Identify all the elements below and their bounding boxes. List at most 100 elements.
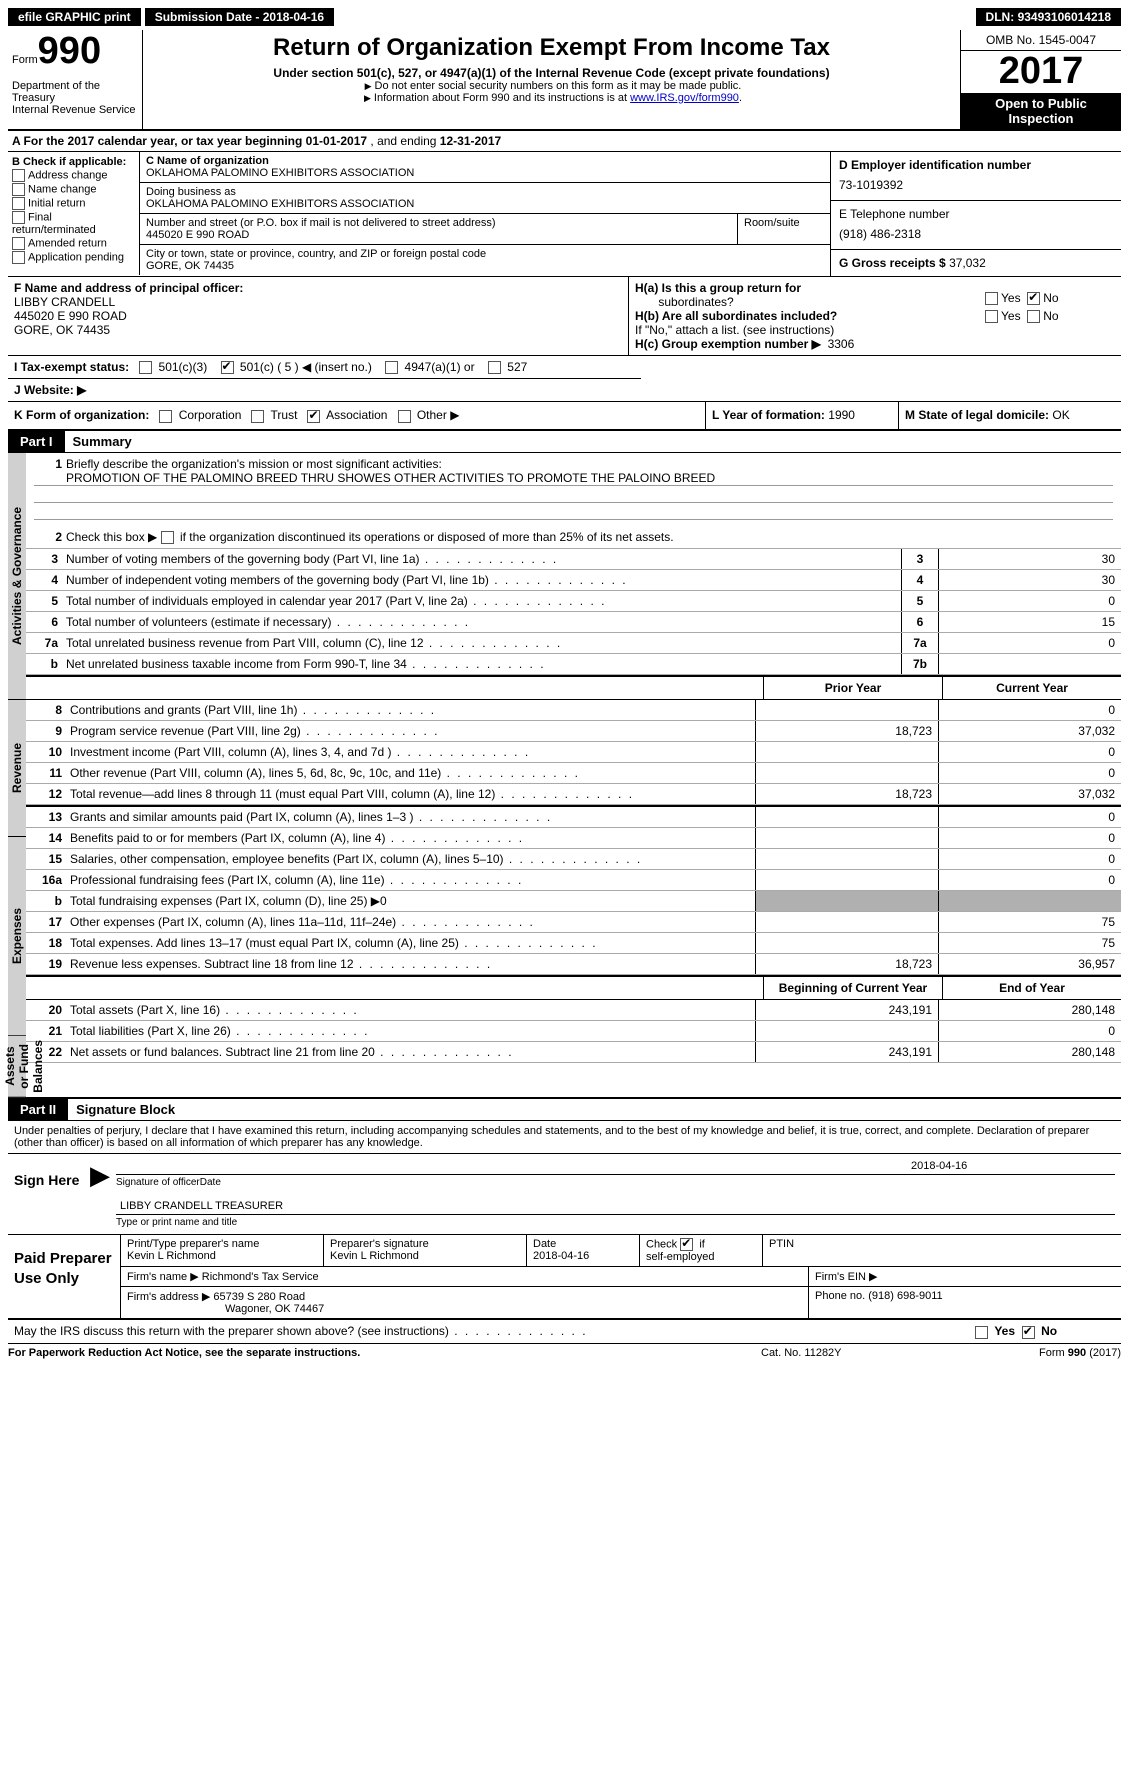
cb-amended-return[interactable] (12, 237, 25, 250)
signature-block: Under penalties of perjury, I declare th… (8, 1121, 1121, 1343)
cb-name-change[interactable] (12, 183, 25, 196)
cat-no: Cat. No. 11282Y (761, 1347, 961, 1359)
hb-label: H(b) Are all subordinates included? (635, 309, 837, 323)
part-ii-label: Part II (8, 1099, 68, 1120)
sign-arrow-icon: ▶ (90, 1154, 110, 1234)
cb-hb-no[interactable] (1027, 310, 1040, 323)
year-box: OMB No. 1545-0047 2017 Open to Public In… (960, 30, 1121, 129)
vtab-governance: Activities & Governance (8, 453, 26, 700)
preparer-sig: Kevin L Richmond (330, 1250, 520, 1262)
efile-button[interactable]: efile GRAPHIC print (8, 8, 141, 26)
org-name-label: C Name of organization (146, 155, 269, 167)
status-insert-no: 5 (285, 360, 292, 374)
status-website-row: I Tax-exempt status: 501(c)(3) 501(c) ( … (8, 356, 1121, 402)
gov-row: 3Number of voting members of the governi… (26, 549, 1121, 570)
summary-body: 1Briefly describe the organization's mis… (26, 453, 1121, 1098)
cb-discontinued[interactable] (161, 531, 174, 544)
cb-4947[interactable] (385, 361, 398, 374)
k-form-org: K Form of organization: Corporation Trus… (8, 402, 705, 428)
cb-corporation[interactable] (159, 410, 172, 423)
fin-row: bTotal fundraising expenses (Part IX, co… (26, 891, 1121, 912)
org-name: OKLAHOMA PALOMINO EXHIBITORS ASSOCIATION (146, 167, 824, 179)
gov-row: 4Number of independent voting members of… (26, 570, 1121, 591)
dln-badge: DLN: 93493106014218 (976, 8, 1121, 26)
cb-501c3[interactable] (139, 361, 152, 374)
officer-h-row: F Name and address of principal officer:… (8, 277, 1121, 356)
form-number: 990 (38, 30, 101, 72)
cb-ha-no[interactable] (1027, 292, 1040, 305)
part-i-bar: Part I Summary (8, 431, 1121, 453)
discuss-row: May the IRS discuss this return with the… (8, 1320, 1121, 1343)
fin-row: 11Other revenue (Part VIII, column (A), … (26, 763, 1121, 784)
phone-label: E Telephone number (839, 207, 1113, 221)
gov-row: 6Total number of volunteers (estimate if… (26, 612, 1121, 633)
cb-self-employed[interactable] (680, 1238, 693, 1251)
inspection-badge: Open to Public Inspection (961, 93, 1121, 129)
officer-print-name: LIBBY CRANDELL TREASURER (116, 1198, 1115, 1214)
fin-row: 22Net assets or fund balances. Subtract … (26, 1042, 1121, 1063)
paperwork-notice: For Paperwork Reduction Act Notice, see … (8, 1347, 761, 1359)
col-d: D Employer identification number 73-1019… (830, 152, 1121, 276)
sig-officer-label: Signature of officer (116, 1177, 200, 1188)
fin-row: 21Total liabilities (Part X, line 26)0 (26, 1021, 1121, 1042)
submission-date-button[interactable]: Submission Date - 2018-04-16 (145, 8, 334, 26)
tax-exempt-row: I Tax-exempt status: 501(c)(3) 501(c) ( … (8, 356, 641, 379)
irs-label: Internal Revenue Service (12, 104, 142, 116)
type-name-label: Type or print name and title (116, 1217, 1115, 1228)
info-note-pre: Information about Form 990 and its instr… (374, 92, 630, 104)
cb-association[interactable] (307, 410, 320, 423)
preparer-section: Paid Preparer Use Only Print/Type prepar… (8, 1235, 1121, 1320)
cb-final-return[interactable] (12, 211, 25, 224)
form-number-box: Form990 Department of the Treasury Inter… (8, 30, 143, 129)
ptin-label: PTIN (762, 1235, 1121, 1266)
status-label: I Tax-exempt status: (14, 360, 129, 374)
part-i-label: Part I (8, 431, 65, 452)
cb-trust[interactable] (251, 410, 264, 423)
col-b-label: B Check if applicable: (12, 156, 137, 168)
dba-value: OKLAHOMA PALOMINO EXHIBITORS ASSOCIATION (146, 198, 824, 210)
fin-row: 18Total expenses. Add lines 13–17 (must … (26, 933, 1121, 954)
firm-addr1: 65739 S 280 Road (213, 1291, 305, 1303)
irs-link[interactable]: www.IRS.gov/form990 (630, 92, 739, 104)
cb-hb-yes[interactable] (985, 310, 998, 323)
ha-label: H(a) Is this a group return for (635, 281, 801, 295)
vtab-expenses: Expenses (8, 837, 26, 1036)
cb-other[interactable] (398, 410, 411, 423)
ein-label: D Employer identification number (839, 158, 1031, 172)
hc-label: H(c) Group exemption number ▶ (635, 337, 821, 351)
preparer-phone: (918) 698-9011 (868, 1290, 942, 1302)
mission-text: PROMOTION OF THE PALOMINO BREED THRU SHO… (34, 471, 1113, 486)
cb-initial-return[interactable] (12, 197, 25, 210)
preparer-date: 2018-04-16 (533, 1250, 633, 1262)
cb-address-change[interactable] (12, 169, 25, 182)
net-header: Beginning of Current Year End of Year (26, 975, 1121, 1000)
gross-value: 37,032 (949, 256, 986, 270)
fin-row: 19Revenue less expenses. Subtract line 1… (26, 954, 1121, 975)
cb-501c[interactable] (221, 361, 234, 374)
discuss-text: May the IRS discuss this return with the… (14, 1324, 449, 1338)
summary-section: Activities & Governance Revenue Expenses… (8, 453, 1121, 1098)
cb-527[interactable] (488, 361, 501, 374)
form-header: Form990 Department of the Treasury Inter… (8, 30, 1121, 131)
cb-discuss-yes[interactable] (975, 1326, 988, 1339)
k-l-m-row: K Form of organization: Corporation Trus… (8, 402, 1121, 430)
fin-row: 9Program service revenue (Part VIII, lin… (26, 721, 1121, 742)
m-state-domicile: M State of legal domicile: OK (898, 402, 1121, 428)
cb-application-pending[interactable] (12, 251, 25, 264)
city-label: City or town, state or province, country… (146, 248, 824, 260)
l-year-formation: L Year of formation: 1990 (705, 402, 898, 428)
title-box: Return of Organization Exempt From Incom… (143, 30, 960, 129)
website-row: J Website: ▶ (8, 379, 641, 402)
tax-year: 2017 (961, 51, 1121, 93)
fin-row: 10Investment income (Part VIII, column (… (26, 742, 1121, 763)
cb-discuss-no[interactable] (1022, 1326, 1035, 1339)
fin-row: 15Salaries, other compensation, employee… (26, 849, 1121, 870)
col-begin-year: Beginning of Current Year (763, 977, 942, 999)
omb-number: OMB No. 1545-0047 (961, 30, 1121, 51)
col-c-org: C Name of organization OKLAHOMA PALOMINO… (139, 152, 830, 276)
firm-ein-label: Firm's EIN ▶ (808, 1267, 1121, 1286)
dept-treasury: Department of the Treasury (12, 80, 142, 104)
cb-ha-yes[interactable] (985, 292, 998, 305)
dln-label: DLN: (986, 10, 1015, 24)
officer-city: GORE, OK 74435 (14, 323, 622, 337)
